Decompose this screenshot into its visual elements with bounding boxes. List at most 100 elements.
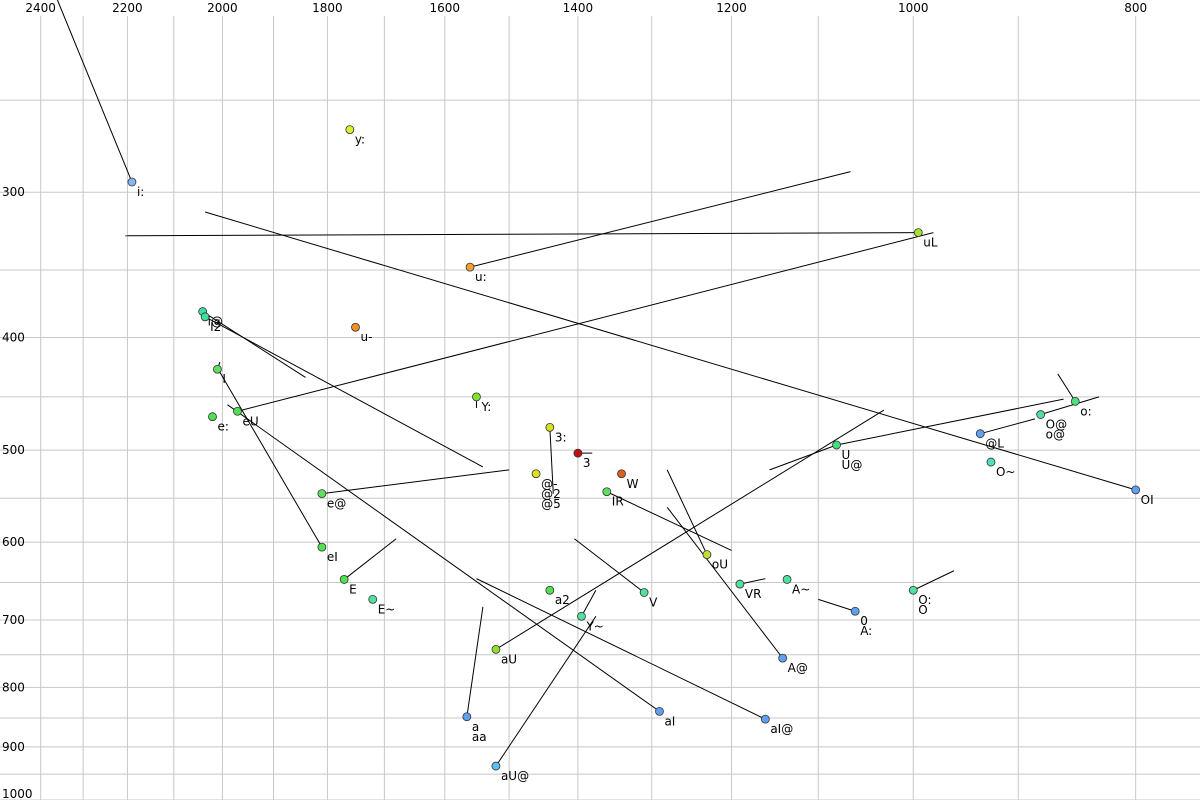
- x-tick-label: 1000: [898, 1, 929, 15]
- point-label: uL: [923, 236, 938, 250]
- point-label: i@: [208, 315, 223, 329]
- y-tick-label: 300: [2, 185, 25, 199]
- trajectory-line: [321, 469, 510, 495]
- point-label: y:: [355, 133, 365, 147]
- trajectory-line: [217, 367, 323, 548]
- point-label: U: [842, 448, 851, 462]
- data-point: [602, 487, 612, 497]
- trajectory-line: [56, 0, 133, 183]
- data-point: [545, 585, 555, 595]
- trajectory-line: [666, 469, 708, 555]
- point-label: E~: [378, 602, 396, 616]
- point-label: i:: [137, 185, 144, 199]
- data-point: [465, 262, 475, 272]
- data-point: [491, 761, 501, 771]
- trajectory-line: [204, 211, 1136, 491]
- trajectory-line: [1057, 373, 1076, 402]
- data-point: [472, 392, 481, 402]
- trajectory-line: [495, 409, 885, 650]
- point-label: OI: [1141, 493, 1154, 507]
- data-point: [639, 588, 649, 597]
- point-label: U@: [842, 458, 863, 472]
- x-tick-label: 1200: [716, 1, 747, 15]
- point-label: a2: [555, 593, 570, 607]
- data-point: [531, 469, 541, 479]
- point-label: Y:: [480, 400, 491, 414]
- trajectory-line: [818, 598, 856, 612]
- data-point: [577, 611, 586, 621]
- trajectory-line: [666, 506, 784, 659]
- x-tick-label: 1800: [312, 1, 343, 15]
- point-label: e:: [217, 420, 228, 434]
- point-label: W: [627, 477, 639, 491]
- point-label: @L: [985, 437, 1004, 451]
- data-point: [208, 412, 217, 422]
- data-point: [782, 575, 792, 584]
- grid: [0, 16, 1200, 800]
- point-label: o:: [1080, 404, 1091, 418]
- trajectory-line: [204, 316, 484, 468]
- data-point: [462, 712, 472, 722]
- point-label: E: [349, 582, 357, 596]
- data-point: [345, 125, 355, 134]
- trajectory-line: [202, 311, 306, 378]
- data-point: [617, 469, 626, 479]
- y-tick-label: 500: [2, 443, 25, 457]
- x-tick-label: 800: [1124, 1, 1147, 15]
- y-tick-label: 800: [2, 680, 25, 694]
- point-label: u-: [360, 330, 372, 344]
- data-point: [200, 312, 210, 322]
- point-label: oU: [712, 558, 728, 572]
- data-point: [317, 489, 327, 498]
- point-label: Y~: [585, 619, 603, 633]
- data-point: [850, 606, 860, 616]
- trajectory-line: [1040, 396, 1100, 416]
- point-label: A@: [788, 661, 808, 675]
- trajectory-lines: [56, 0, 1136, 767]
- point-label: O: [918, 603, 927, 617]
- data-point: [317, 542, 327, 552]
- x-tick-label: 2400: [25, 1, 56, 15]
- data-point: [655, 706, 664, 716]
- point-label: O@: [1046, 418, 1067, 432]
- point-label: @5: [541, 497, 561, 511]
- point-label: o@: [1046, 428, 1065, 442]
- point-label: aa: [472, 730, 487, 744]
- point-label: u:: [475, 270, 487, 284]
- trajectory-line: [227, 404, 660, 712]
- data-point: [573, 448, 583, 458]
- data-point: [760, 714, 770, 724]
- point-label: V: [649, 596, 658, 610]
- point-label: @-: [541, 477, 557, 491]
- point-label: 0: [860, 614, 868, 628]
- x-tick-label: 1600: [430, 1, 461, 15]
- data-point: [1131, 485, 1141, 495]
- point-label: aI@: [770, 722, 793, 736]
- data-point: [1036, 410, 1046, 419]
- data-point: [545, 422, 555, 432]
- trajectory-line: [581, 590, 597, 617]
- trajectory-line: [574, 538, 645, 593]
- point-label: O~: [996, 465, 1016, 479]
- x-tick-label: 2000: [207, 1, 238, 15]
- data-point: [233, 406, 242, 416]
- trajectory-line: [476, 578, 766, 720]
- point-label: aI: [664, 714, 675, 728]
- point-label: @2: [541, 487, 561, 501]
- data-point: [368, 594, 378, 604]
- point-label: a: [472, 720, 479, 734]
- point-label: 3:: [555, 430, 567, 444]
- data-point: [735, 579, 745, 589]
- data-point: [913, 228, 923, 238]
- point-labels: i:y:uLu:i@I2u-IY:eUe:o:O@o@@L3:UU@3O~@-@…: [137, 133, 1154, 783]
- point-label: eI: [327, 550, 338, 564]
- data-point: [213, 364, 222, 374]
- data-point: [778, 653, 788, 663]
- y-tick-label: 400: [2, 330, 25, 344]
- point-label: VR: [745, 587, 762, 601]
- point-label: A:: [860, 624, 872, 638]
- y-tick-label: 1000: [2, 787, 33, 800]
- trajectory-line: [466, 606, 484, 717]
- data-point: [908, 585, 918, 595]
